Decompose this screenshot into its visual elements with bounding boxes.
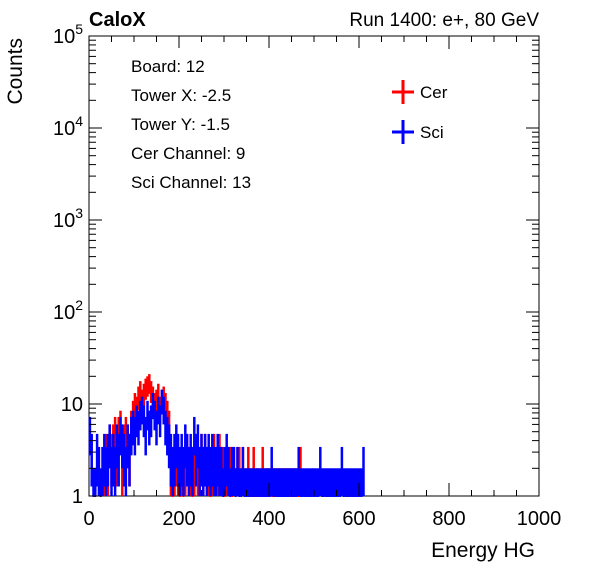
x-tick-label: 1000 (517, 508, 562, 530)
x-tick-label: 400 (252, 508, 285, 530)
legend: Cer Sci (392, 80, 448, 144)
legend-entry-sci: Sci (392, 120, 444, 144)
legend-cer-label: Cer (420, 83, 448, 102)
info-box-background (118, 48, 360, 198)
y-tick-label: 103 (53, 205, 83, 232)
y-tick-label: 1 (72, 486, 83, 508)
y-axis-title: Counts (4, 38, 27, 105)
info-tower-x: Tower X: -2.5 (131, 86, 231, 105)
x-tick-label: 200 (162, 508, 195, 530)
x-axis-title: Energy HG (431, 539, 535, 562)
x-tick-label: 800 (432, 508, 465, 530)
x-axis: 0 200 400 600 800 1000 (83, 36, 561, 530)
y-axis: 1 10 102 103 104 105 (53, 21, 539, 508)
y-tick-label: 102 (53, 297, 83, 324)
x-tick-label: 600 (342, 508, 375, 530)
series-layer (88, 374, 365, 497)
legend-entry-cer: Cer (392, 80, 448, 104)
info-box: Board: 12 Tower X: -2.5 Tower Y: -1.5 Ce… (118, 48, 360, 198)
y-tick-label: 104 (53, 113, 83, 140)
info-board: Board: 12 (131, 57, 205, 76)
run-label: Run 1400: e+, 80 GeV (349, 10, 539, 31)
info-sci-channel: Sci Channel: 13 (131, 173, 251, 192)
y-tick-label: 105 (53, 21, 83, 48)
brand-label: CaloX (89, 9, 146, 31)
series-sci (88, 389, 365, 497)
y-tick-label: 10 (61, 394, 83, 416)
info-tower-y: Tower Y: -1.5 (131, 115, 230, 134)
x-tick-label: 0 (83, 508, 94, 530)
legend-sci-label: Sci (420, 123, 444, 142)
info-cer-channel: Cer Channel: 9 (131, 144, 245, 163)
